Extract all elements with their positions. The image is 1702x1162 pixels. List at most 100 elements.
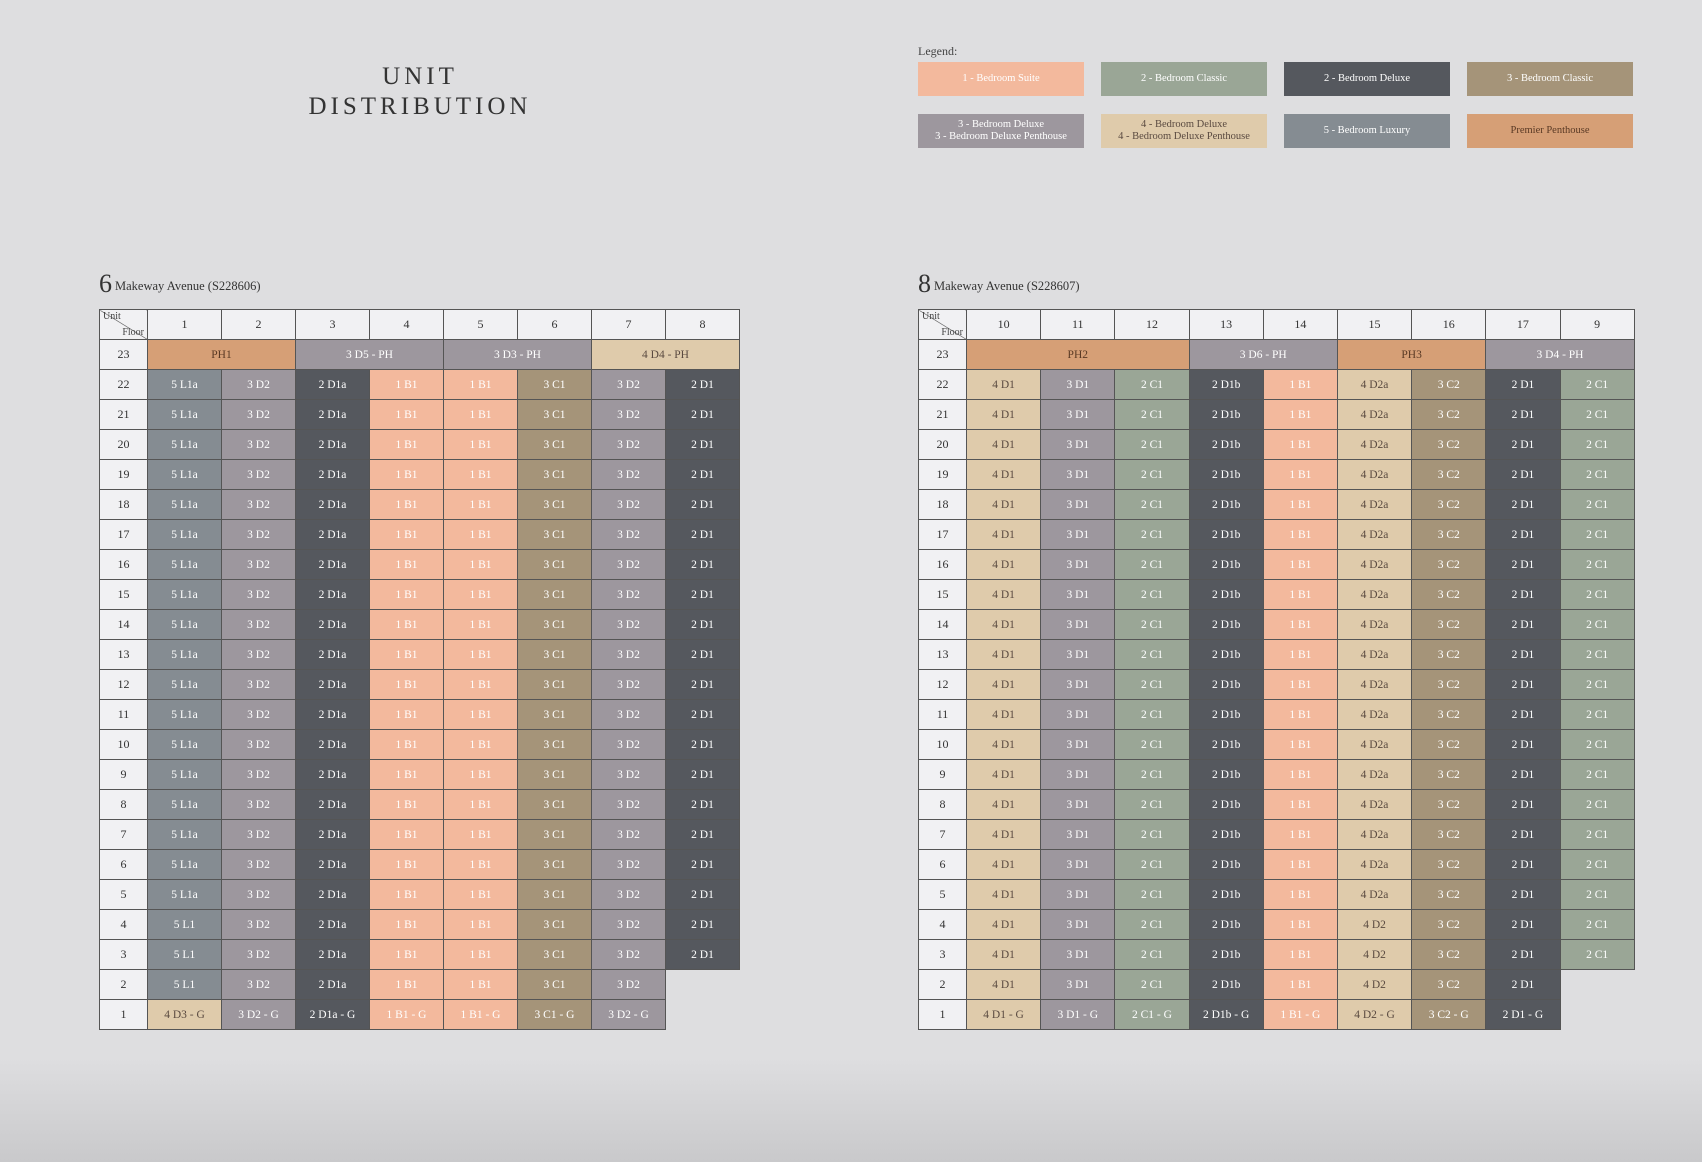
unit-cell: 3 D1 [1040,729,1116,760]
legend-item: 3 - Bedroom Deluxe 3 - Bedroom Deluxe Pen… [918,114,1084,148]
unit-cell: 4 D1 [965,399,1042,430]
unit-cell: 4 D2a [1336,459,1413,490]
unit-cell: 3 D1 [1040,669,1116,700]
unit-cell: 3 D2 [221,819,296,850]
unit-cell: 3 D1 [1040,579,1116,610]
unit-cell: 5 L1a [147,519,222,550]
unit-cell: 2 D1a [295,969,370,1000]
unit-cell: 3 D2 - G [591,999,666,1030]
unit-cell: 2 D1 [1485,369,1561,400]
unit-cell: 2 D1 [1485,579,1561,610]
unit-cell: 5 L1a [147,849,222,880]
penthouse-cell: 3 D3 - PH [443,339,592,370]
floor-label: 1 [918,999,967,1030]
legend-label: Legend: [918,44,958,58]
unit-cell: 4 D1 - G [965,999,1042,1030]
unit-cell: 2 D1 [665,399,740,430]
unit-cell: 3 D1 [1040,639,1116,670]
unit-cell: 4 D2 [1336,969,1413,1000]
unit-cell: 3 C1 [517,399,592,430]
unit-cell: 4 D1 [965,729,1042,760]
unit-cell: 5 L1a [147,699,222,730]
unit-cell: 3 C2 [1411,459,1487,490]
unit-cell: 2 C1 [1114,849,1190,880]
floor-label: 19 [918,459,967,490]
unit-cell: 3 D2 [221,699,296,730]
unit-cell: 2 C1 [1559,489,1635,520]
unit-cell: 3 C1 [517,609,592,640]
table-row: 15 5 L1a 3 D2 2 D1a 1 B1 1 B1 3 C1 3 D2 2 D1 [99,579,740,610]
unit-cell: 4 D1 [965,609,1042,640]
unit-cell: 2 D1 [1485,819,1561,850]
unit-header: 12 [1114,309,1190,340]
unit-cell: 4 D1 [965,579,1042,610]
unit-cell: 1 B1 [369,609,444,640]
unit-cell: 1 B1 [1262,489,1338,520]
unit-cell: 5 L1a [147,609,222,640]
unit-cell: 4 D2a [1336,519,1413,550]
unit-cell: 2 D1 [1485,429,1561,460]
unit-cell: 2 D1b [1188,519,1264,550]
table-row: 17 4 D1 3 D1 2 C1 2 D1b 1 B1 4 D2a 3 C2 2 D1 2 C1 [918,519,1635,550]
corner-cell: Unit Floor [99,309,148,340]
unit-cell: 5 L1a [147,789,222,820]
unit-cell: 3 D2 [591,609,666,640]
unit-cell: 3 C1 [517,459,592,490]
unit-cell: 3 C2 [1411,729,1487,760]
unit-cell: 3 D1 [1040,399,1116,430]
unit-cell: 1 B1 [1262,969,1338,1000]
unit-cell: 3 D1 [1040,519,1116,550]
unit-cell: 3 C1 - G [517,999,592,1030]
unit-cell: 3 D2 [591,579,666,610]
floor-label: 2 [99,969,148,1000]
table-row: 11 4 D1 3 D1 2 C1 2 D1b 1 B1 4 D2a 3 C2 2 D1 2 C1 [918,699,1635,730]
unit-cell: 2 D1 [1485,519,1561,550]
unit-cell: 4 D1 [965,969,1042,1000]
unit-cell: 4 D1 [965,819,1042,850]
unit-cell: 2 D1 [665,669,740,700]
floor-label: 13 [99,639,148,670]
floor-label: 19 [99,459,148,490]
unit-cell: 2 D1 [665,579,740,610]
unit-cell: 1 B1 [369,789,444,820]
unit-cell: 1 B1 [1262,549,1338,580]
unit-cell: 3 D2 [591,549,666,580]
unit-cell: 1 B1 [369,489,444,520]
unit-cell: 2 D1 [665,729,740,760]
unit-cell: 2 D1a [295,579,370,610]
unit-cell: 2 D1b [1188,789,1264,820]
penthouse-cell: 3 D4 - PH [1485,339,1635,370]
floor-label: 4 [99,909,148,940]
unit-cell: 4 D2a [1336,819,1413,850]
unit-cell: 5 L1a [147,459,222,490]
floor-label: 10 [99,729,148,760]
unit-cell: 4 D1 [965,789,1042,820]
unit-cell: 1 B1 [1262,609,1338,640]
unit-cell: 3 D2 - G [221,999,296,1030]
floor-label: 12 [99,669,148,700]
unit-cell: 3 D1 [1040,939,1116,970]
floor-label: 17 [918,519,967,550]
floor-label: 2 [918,969,967,1000]
unit-cell: 2 D1 [665,609,740,640]
unit-cell: 1 B1 [443,399,518,430]
unit-cell: 3 C2 [1411,969,1487,1000]
penthouse-cell: 4 D4 - PH [591,339,740,370]
unit-cell: 5 L1a [147,759,222,790]
unit-header: 11 [1040,309,1116,340]
unit-cell: 3 C1 [517,699,592,730]
legend-item-text: Premier Penthouse [1510,125,1590,136]
unit-cell: 2 D1a [295,369,370,400]
table-row: 16 5 L1a 3 D2 2 D1a 1 B1 1 B1 3 C1 3 D2 2 D1 [99,549,740,580]
table-row: 21 5 L1a 3 D2 2 D1a 1 B1 1 B1 3 C1 3 D2 2 D1 [99,399,740,430]
floor-label: 14 [918,609,967,640]
unit-cell: 2 D1a [295,429,370,460]
unit-cell: 1 B1 [1262,639,1338,670]
unit-cell: 2 C1 [1114,489,1190,520]
unit-cell: 2 D1b [1188,819,1264,850]
